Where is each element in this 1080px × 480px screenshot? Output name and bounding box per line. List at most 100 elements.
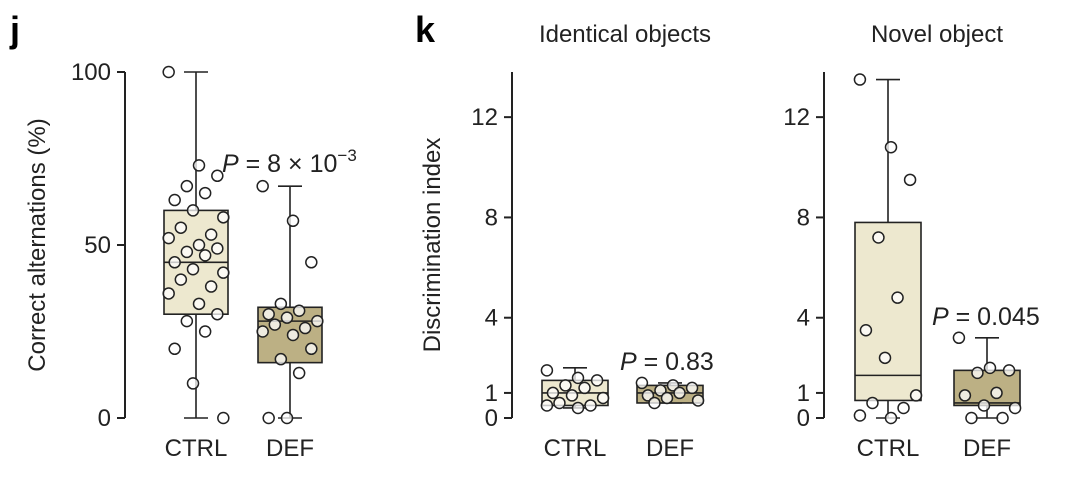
- data-point-novel-ctrl: [872, 231, 885, 244]
- y-tick-label-identical-0: 0: [485, 405, 498, 432]
- data-point-novel-def: [983, 361, 997, 375]
- data-point-j-ctrl: [204, 280, 218, 293]
- data-point-novel-ctrl: [909, 389, 923, 402]
- data-point-identical-ctrl: [559, 379, 572, 392]
- data-point-identical-def: [673, 386, 686, 400]
- data-point-identical-ctrl: [596, 391, 610, 405]
- data-point-j-ctrl: [217, 211, 230, 224]
- plot-area-identical: 01 4 8 12 CTRL DEF: [471, 72, 705, 462]
- p-value-novel-prefix: P: [932, 303, 949, 331]
- data-point-identical-ctrl: [571, 401, 585, 415]
- plot-area-j: 0 50 100 CTRL DEF: [71, 59, 324, 462]
- p-value-j-prefix: P: [222, 150, 239, 178]
- data-point-j-ctrl: [174, 221, 188, 234]
- data-point-j-ctrl: [168, 193, 181, 207]
- data-point-novel-def: [977, 399, 991, 412]
- data-point-j-ctrl: [192, 238, 206, 252]
- p-value-j: P = 8 × 10−3: [222, 146, 357, 178]
- data-point-j-def: [298, 321, 312, 335]
- y-tick-label-identical-4: 12: [471, 104, 498, 131]
- data-point-j-def: [274, 297, 288, 311]
- data-point-novel-def: [958, 389, 972, 402]
- data-point-j-ctrl: [162, 231, 175, 245]
- x-tick-label-identical-ctrl: CTRL: [544, 435, 607, 462]
- data-point-j-def: [256, 325, 269, 338]
- data-point-novel-ctrl: [897, 401, 910, 415]
- data-point-j-ctrl: [162, 287, 175, 300]
- p-value-identical: P = 0.83: [620, 348, 714, 376]
- data-point-novel-def: [965, 411, 978, 425]
- data-point-j-ctrl: [217, 411, 230, 425]
- data-point-j-ctrl: [162, 65, 175, 79]
- box-novel-ctrl: [854, 221, 922, 402]
- y-tick-label-identical-1: 1: [485, 380, 498, 407]
- data-point-j-def: [256, 179, 269, 193]
- y-tick-label-novel-2: 4: [797, 305, 810, 332]
- data-point-identical-ctrl: [565, 389, 579, 402]
- data-point-identical-ctrl: [584, 399, 597, 412]
- data-point-j-ctrl: [180, 245, 194, 259]
- y-tick-label-novel-4: 12: [783, 104, 810, 131]
- data-point-novel-ctrl: [884, 140, 898, 154]
- data-point-j-ctrl: [198, 249, 212, 262]
- data-point-identical-ctrl: [540, 399, 554, 412]
- data-point-identical-def: [648, 396, 661, 410]
- data-point-j-ctrl: [180, 179, 194, 193]
- data-point-novel-def: [990, 386, 1003, 400]
- data-point-novel-def: [1002, 364, 1016, 377]
- y-tick-label-novel-1: 1: [797, 380, 810, 407]
- data-point-j-ctrl: [186, 377, 200, 390]
- data-point-novel-def: [996, 411, 1009, 425]
- p-value-j-text: = 8 × 10: [239, 150, 338, 178]
- x-tick-label-identical-def: DEF: [646, 435, 694, 462]
- data-point-j-def: [305, 256, 318, 269]
- data-point-j-ctrl: [180, 314, 194, 328]
- data-point-novel-def: [971, 366, 984, 380]
- data-point-identical-ctrl: [578, 381, 591, 395]
- data-point-j-def: [292, 304, 306, 317]
- data-point-j-ctrl: [192, 159, 206, 172]
- data-point-identical-ctrl: [590, 374, 604, 387]
- x-tick-label-novel-ctrl: CTRL: [857, 435, 920, 462]
- data-point-j-def: [262, 307, 275, 321]
- data-point-j-ctrl: [211, 242, 224, 255]
- data-point-j-ctrl: [186, 262, 200, 276]
- data-point-j-def: [268, 318, 282, 331]
- data-point-j-def: [292, 366, 306, 380]
- x-tick-label-j-ctrl: CTRL: [165, 435, 228, 462]
- p-value-novel: P = 0.045: [932, 303, 1040, 331]
- data-point-novel-ctrl: [903, 173, 917, 187]
- data-point-j-def: [311, 314, 324, 328]
- data-point-j-ctrl: [174, 273, 188, 286]
- data-point-novel-ctrl: [859, 324, 873, 337]
- plot-area-novel: 01 4 8 12 CTRL DEF: [783, 72, 1022, 462]
- data-point-j-ctrl: [211, 307, 224, 321]
- x-tick-label-j-def: DEF: [266, 435, 314, 462]
- data-point-novel-ctrl: [866, 396, 879, 410]
- p-value-novel-text: = 0.045: [949, 303, 1040, 331]
- data-point-identical-ctrl: [540, 364, 554, 377]
- data-point-identical-def: [691, 394, 705, 407]
- data-point-identical-def: [685, 381, 699, 395]
- data-point-identical-ctrl: [571, 371, 585, 385]
- y-tick-label-j-1: 50: [84, 232, 111, 259]
- y-tick-label-novel-3: 8: [797, 204, 810, 231]
- panel-letter-k: k: [415, 9, 436, 50]
- p-value-identical-prefix: P: [620, 348, 637, 376]
- data-point-j-def: [274, 352, 288, 366]
- data-point-identical-def: [660, 391, 674, 405]
- panel-k-identical: k Identical objects Discrimination index…: [415, 9, 714, 462]
- x-tick-label-novel-def: DEF: [963, 435, 1011, 462]
- data-point-j-def: [286, 214, 300, 228]
- data-point-j-ctrl: [198, 186, 212, 200]
- data-point-identical-def: [635, 376, 649, 390]
- data-point-j-ctrl: [192, 297, 206, 311]
- y-axis-label-k: Discrimination index: [419, 138, 446, 353]
- data-point-j-ctrl: [168, 256, 181, 269]
- data-point-novel-ctrl: [853, 73, 867, 86]
- data-point-j-def: [262, 411, 275, 425]
- data-point-identical-ctrl: [553, 396, 566, 410]
- y-tick-label-identical-3: 8: [485, 204, 498, 231]
- data-point-j-ctrl: [204, 228, 218, 241]
